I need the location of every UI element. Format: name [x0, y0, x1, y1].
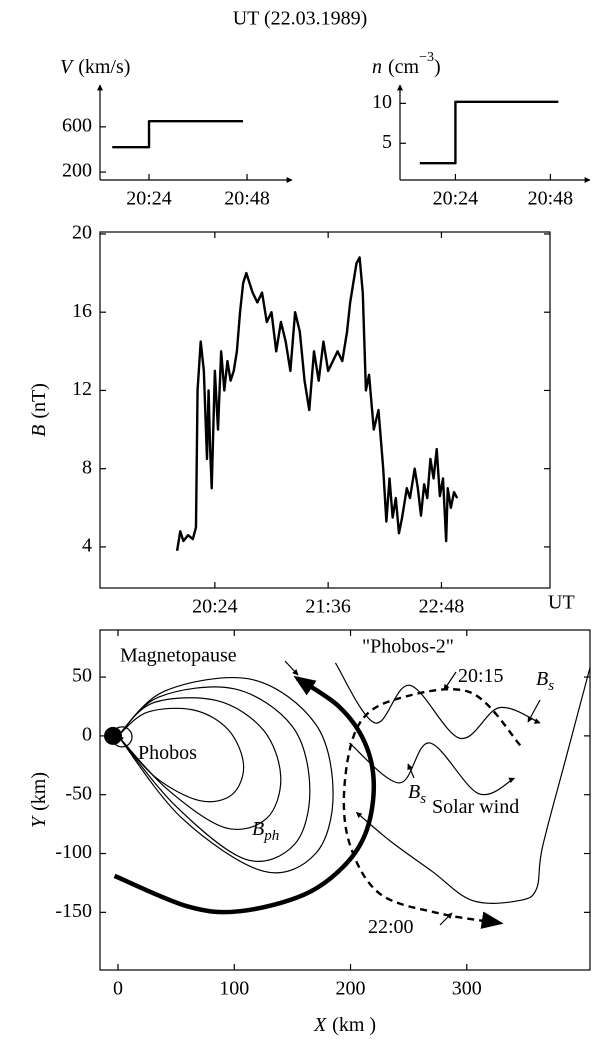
trajectory-thin: [334, 662, 541, 739]
annotation-sub: s: [548, 678, 554, 694]
annotation: 22:00: [368, 916, 414, 938]
annotation-sub: s: [420, 791, 426, 807]
label-part: (nT): [28, 383, 50, 419]
annotation-text: Solar wind: [432, 796, 519, 818]
annotation: Bs: [408, 781, 426, 808]
x-tick-label: 22:48: [419, 596, 465, 618]
annotation-text: 22:00: [368, 916, 414, 938]
annotation-text: 20:15: [458, 665, 504, 687]
y-tick-label: 4: [82, 535, 92, 557]
plot-frame: [99, 629, 591, 971]
annotation-text: Phobos: [138, 742, 197, 764]
label-part: (km): [28, 772, 50, 811]
y-axis-label: B (nT): [28, 383, 50, 437]
trajectory-thin: [117, 697, 282, 831]
trajectory-thin: [117, 677, 334, 874]
x-axis-label: UT: [548, 592, 575, 614]
annotation: 20:15: [458, 665, 504, 687]
label-part: B: [28, 425, 50, 437]
y-tick-label: 16: [72, 300, 92, 322]
label-part: (cm: [388, 56, 420, 78]
label-part: n: [372, 56, 382, 78]
y-tick-label: 10: [372, 91, 392, 113]
annotation: Bs: [536, 668, 554, 695]
pointer: [284, 660, 299, 676]
y-axis-label: n (cm−3): [372, 50, 441, 77]
y-tick-label: 5: [382, 131, 392, 153]
pointer: [443, 671, 457, 691]
x-axis-label: X (km ): [313, 1014, 376, 1036]
x-tick-label: 20:48: [224, 188, 270, 210]
y-tick-label: 8: [82, 456, 92, 478]
annotation-sub: ph: [263, 828, 279, 844]
annotation-text: B: [408, 781, 420, 803]
phobos-body: [104, 726, 123, 745]
annotation: Solar wind: [432, 796, 519, 818]
figure-title: UT (22.03.1989): [233, 8, 368, 30]
trajectory-thin: [117, 686, 311, 862]
y-tick-label: -100: [55, 841, 92, 863]
trajectory-thick: [113, 675, 377, 915]
trajectory-dashed: [342, 688, 522, 929]
annotation: Phobos: [138, 742, 197, 764]
data-line: [112, 119, 243, 149]
label-part: (km ): [332, 1014, 376, 1036]
y-tick-label: 50: [72, 665, 92, 687]
data-line: [175, 256, 459, 552]
x-tick-label: 20:24: [126, 188, 172, 210]
label-part: V: [60, 56, 75, 78]
x-tick-label: 20:24: [192, 596, 238, 618]
pointer: [527, 699, 541, 723]
y-tick-label: -150: [55, 900, 92, 922]
data-line: [419, 100, 559, 165]
x-tick-label: 20:48: [528, 188, 574, 210]
label-part: (km/s): [78, 56, 130, 78]
label-part: X: [313, 1014, 327, 1036]
curve-label: "Phobos-2": [362, 636, 454, 658]
label-part: −3: [419, 50, 434, 65]
x-tick-label: 20:24: [433, 188, 479, 210]
pointers: [284, 660, 541, 926]
y-tick-label: 600: [62, 114, 92, 136]
x-tick-label: 100: [219, 978, 249, 1000]
y-axis-label: V (km/s): [60, 56, 130, 78]
y-axis-label: Y (km): [28, 772, 50, 828]
y-tick-label: 12: [72, 378, 92, 400]
trajectory-thin: [117, 707, 245, 803]
x-tick-label: 21:36: [305, 596, 351, 618]
annotation-text: B: [536, 668, 548, 690]
label-part: ): [434, 56, 441, 78]
label-part: Y: [28, 815, 50, 828]
y-tick-label: 20: [72, 222, 92, 244]
plot-frame: [99, 231, 551, 589]
x-tick-label: 0: [113, 978, 123, 1000]
phobos-outline: [111, 726, 133, 748]
y-tick-label: 200: [62, 160, 92, 182]
y-tick-label: 0: [82, 723, 92, 745]
trajectory-thin: [355, 667, 591, 904]
x-tick-label: 200: [336, 978, 366, 1000]
annotation-text: B: [252, 818, 264, 840]
trajectory-thin: [348, 742, 515, 796]
annotation: Bph: [252, 818, 279, 845]
y-tick-label: -50: [65, 782, 92, 804]
x-tick-label: 300: [452, 978, 482, 1000]
curve-label: Magnetopause: [120, 645, 237, 667]
